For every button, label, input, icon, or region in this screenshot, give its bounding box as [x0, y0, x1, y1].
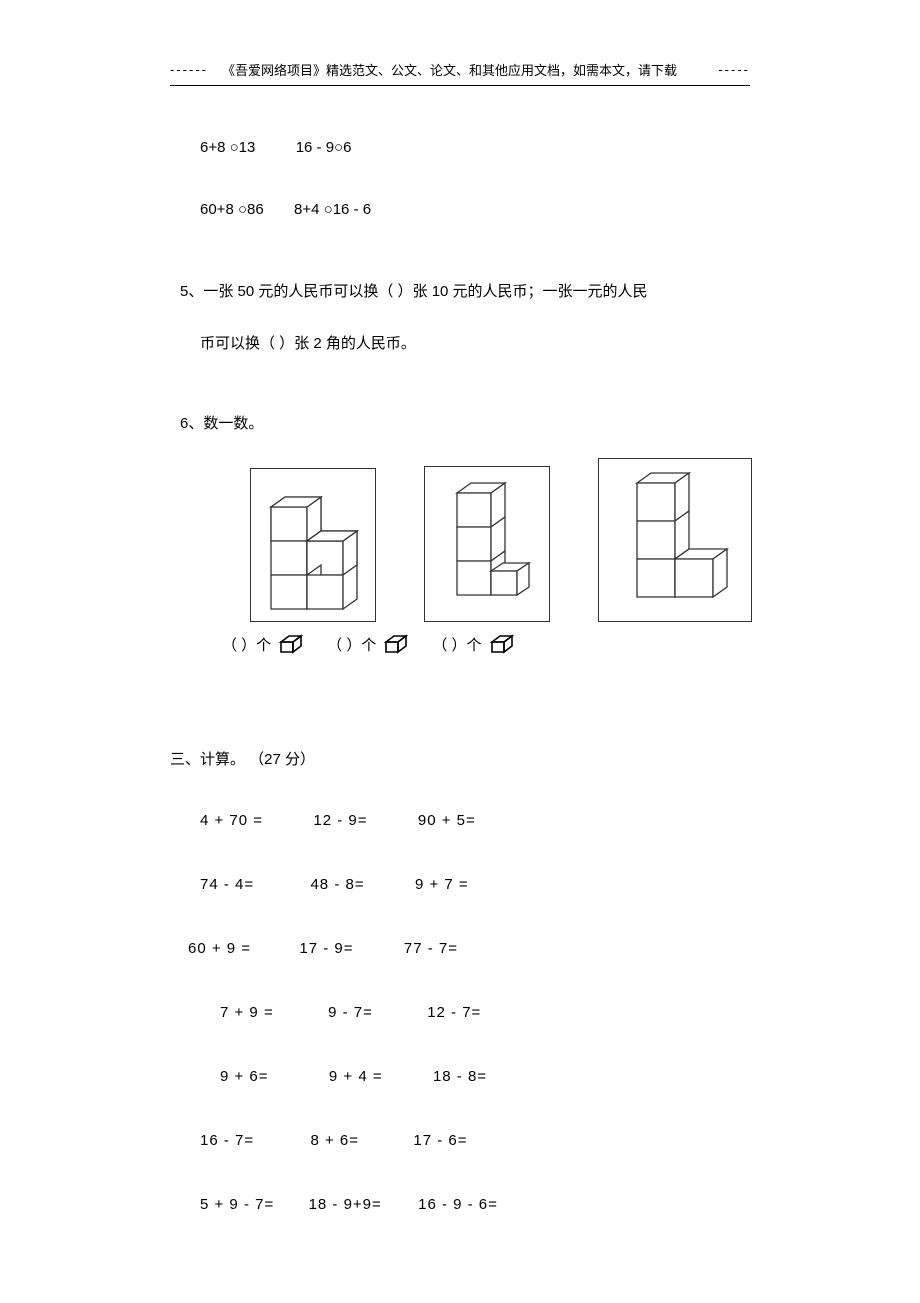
calc-r7b: 18 - 9+9= [309, 1196, 382, 1213]
cube-icon [277, 632, 303, 656]
calc-row-4: 7 + 9 = 9 - 7= 12 - 7= [220, 1001, 750, 1025]
compare-expr-2b: 8+4 ○16 - 6 [294, 201, 371, 218]
count-blank-1: （ ）个 [222, 634, 271, 655]
count-item-1: （ ）个 [222, 632, 303, 656]
calc-row-2: 74 - 4= 48 - 8= 9 + 7 = [200, 873, 750, 897]
calc-row-1: 4 + 70 = 12 - 9= 90 + 5= [200, 809, 750, 833]
cube-figures-row [250, 458, 750, 622]
cube-fig-1 [250, 468, 376, 622]
calc-r4b: 9 - 7= [328, 1004, 373, 1021]
doc-header: ------ 《吾爱网络项目》精选范文、公文、论文、和其他应用文档，如需本文，请… [170, 60, 750, 79]
calc-row-3: 60 + 9 = 17 - 9= 77 - 7= [188, 937, 750, 961]
calc-r2c: 9 + 7 = [415, 876, 469, 893]
cube-fig-3 [598, 458, 752, 622]
count-blank-3: （ ）个 [432, 634, 481, 655]
section-3-heading: 三、计算。 （27 分） [170, 748, 750, 769]
cube-fig-3-svg [601, 461, 749, 619]
item-5-line2: 币可以换（ ）张 2 角的人民币。 [200, 332, 750, 356]
compare-row-1: 6+8 ○13 16 - 9○6 [200, 136, 750, 160]
calc-r1c: 90 + 5= [418, 812, 476, 829]
calc-row-7: 5 + 9 - 7= 18 - 9+9= 16 - 9 - 6= [200, 1193, 750, 1217]
calc-r3b: 17 - 9= [299, 940, 353, 957]
calc-r5a: 9 + 6= [220, 1068, 269, 1085]
compare-expr-2a: 60+8 ○86 [200, 201, 264, 218]
header-dashes-left: ------ [170, 62, 208, 77]
compare-expr-1b: 16 - 9○6 [296, 139, 352, 156]
calc-r5b: 9 + 4 = [329, 1068, 383, 1085]
compare-expr-1a: 6+8 ○13 [200, 139, 255, 156]
calc-row-5: 9 + 6= 9 + 4 = 18 - 8= [220, 1065, 750, 1089]
calc-r6b: 8 + 6= [310, 1132, 359, 1149]
cube-fig-1-svg [253, 471, 373, 619]
count-item-3: （ ）个 [432, 632, 513, 656]
cube-icon [488, 632, 514, 656]
header-rule [170, 85, 750, 86]
header-title: 《吾爱网络项目》精选范文、公文、论文、和其他应用文档，如需本文，请下载 [222, 60, 677, 79]
calc-r5c: 18 - 8= [433, 1068, 487, 1085]
calc-r1a: 4 + 70 = [200, 812, 263, 829]
compare-row-2: 60+8 ○86 8+4 ○16 - 6 [200, 198, 750, 222]
calc-r3c: 77 - 7= [404, 940, 458, 957]
calc-r3a: 60 + 9 = [188, 940, 251, 957]
item-6-heading: 6、数一数。 [180, 412, 750, 436]
cube-fig-2-svg [427, 469, 547, 619]
cube-fig-2 [424, 466, 550, 622]
calc-r4a: 7 + 9 = [220, 1004, 274, 1021]
calc-r2a: 74 - 4= [200, 876, 254, 893]
calc-r6c: 17 - 6= [413, 1132, 467, 1149]
calc-r7c: 16 - 9 - 6= [418, 1196, 498, 1213]
count-blank-2: （ ）个 [327, 634, 376, 655]
calc-row-6: 16 - 7= 8 + 6= 17 - 6= [200, 1129, 750, 1153]
calc-r4c: 12 - 7= [427, 1004, 481, 1021]
header-dashes-right: ----- [718, 62, 750, 77]
count-row: （ ）个 （ ）个 （ ）个 [222, 632, 750, 656]
calc-r7a: 5 + 9 - 7= [200, 1196, 274, 1213]
calc-r1b: 12 - 9= [313, 812, 367, 829]
cube-icon [382, 632, 408, 656]
count-item-2: （ ）个 [327, 632, 408, 656]
calc-r6a: 16 - 7= [200, 1132, 254, 1149]
calc-r2b: 48 - 8= [310, 876, 364, 893]
item-5-line1: 5、一张 50 元的人民币可以换（ ）张 10 元的人民币；一张一元的人民 [180, 280, 750, 304]
